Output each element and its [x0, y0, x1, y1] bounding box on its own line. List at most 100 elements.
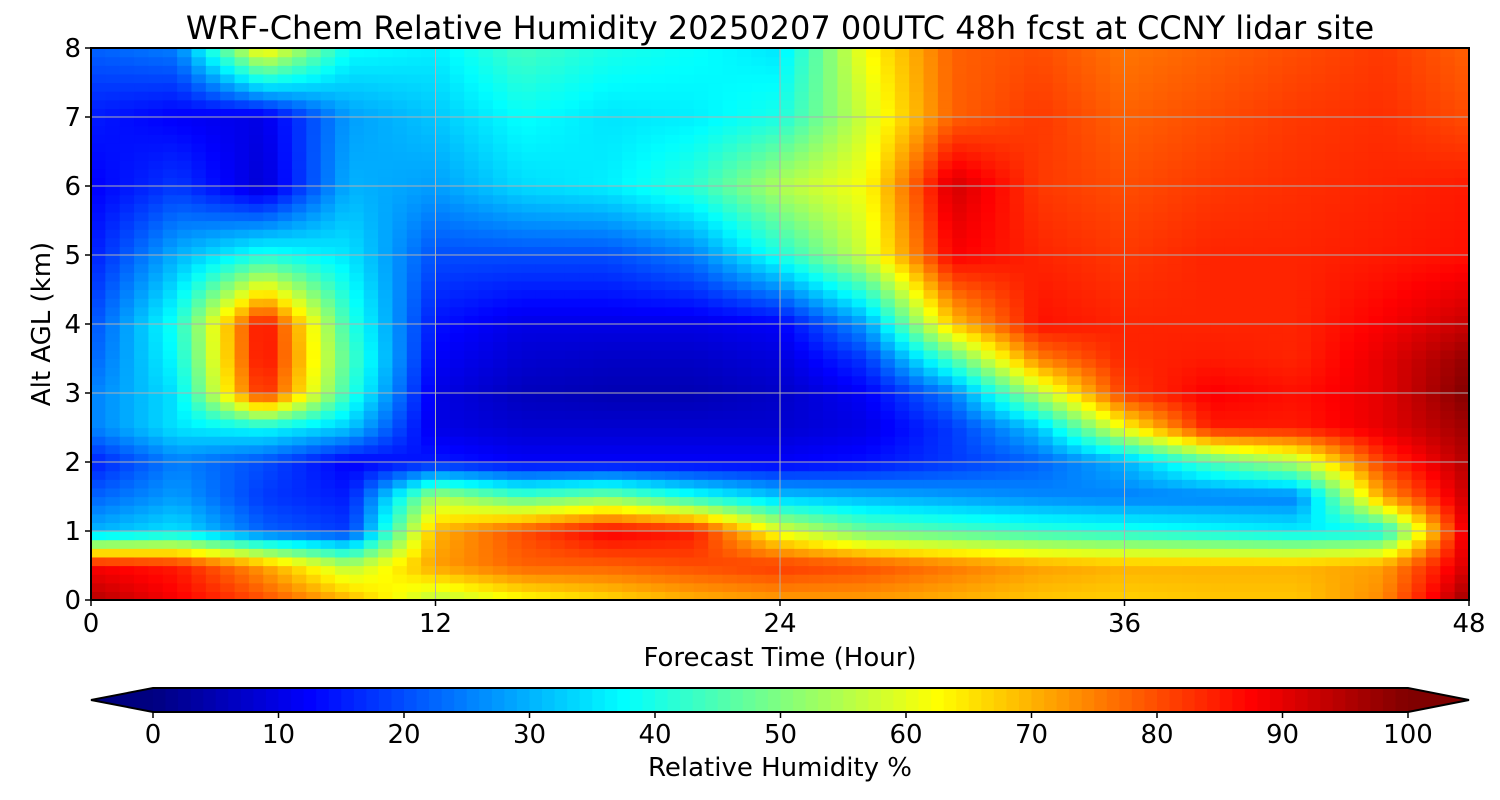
heatmap-cell — [105, 384, 121, 394]
heatmap-cell — [593, 513, 609, 523]
heatmap-cell — [134, 220, 150, 230]
heatmap-cell — [291, 211, 307, 222]
heatmap-cell — [335, 539, 350, 549]
heatmap-cell — [91, 306, 106, 316]
heatmap-cell — [521, 289, 537, 299]
heatmap-cell — [521, 298, 537, 308]
heatmap-cell — [291, 315, 307, 325]
heatmap-cell — [1167, 246, 1183, 256]
heatmap-cell — [880, 531, 896, 541]
heatmap-cell — [579, 177, 594, 187]
heatmap-cell — [177, 358, 193, 368]
heatmap-cell — [1153, 565, 1169, 575]
heatmap-cell — [1282, 177, 1298, 187]
heatmap-cell — [1454, 427, 1469, 437]
heatmap-cell — [177, 565, 193, 575]
heatmap-cell — [693, 375, 709, 385]
heatmap-cell — [162, 289, 178, 299]
heatmap-cell — [234, 194, 250, 204]
heatmap-cell — [1153, 306, 1169, 316]
heatmap-cell — [205, 487, 221, 498]
heatmap-cell — [435, 462, 451, 472]
heatmap-cell — [1354, 229, 1370, 239]
heatmap-cell — [923, 418, 939, 429]
heatmap-cell — [1110, 367, 1126, 377]
heatmap-cell — [823, 453, 839, 463]
heatmap-cell — [1440, 496, 1456, 506]
heatmap-cell — [607, 186, 623, 196]
heatmap-cell — [1110, 211, 1126, 222]
heatmap-cell — [335, 151, 350, 161]
heatmap-cell — [1110, 384, 1126, 394]
heatmap-cell — [880, 211, 896, 222]
heatmap-cell — [535, 349, 551, 360]
heatmap-cell — [607, 375, 623, 385]
heatmap-cell — [1440, 453, 1456, 463]
heatmap-cell — [263, 211, 279, 222]
heatmap-cell — [1397, 263, 1413, 273]
heatmap-cell — [1153, 384, 1169, 394]
heatmap-cell — [1382, 565, 1398, 575]
heatmap-cell — [1411, 556, 1427, 567]
heatmap-cell — [665, 229, 681, 239]
heatmap-cell — [650, 367, 666, 377]
heatmap-cell — [378, 556, 394, 567]
heatmap-cell — [607, 341, 623, 351]
heatmap-cell — [622, 591, 638, 600]
heatmap-cell — [507, 255, 523, 265]
heatmap-cell — [808, 513, 824, 523]
heatmap-cell — [406, 556, 422, 567]
heatmap-cell — [1382, 349, 1398, 360]
heatmap-cell — [794, 315, 810, 325]
heatmap-cell — [378, 263, 394, 273]
heatmap-cell — [449, 367, 465, 377]
heatmap-cell — [1224, 444, 1240, 454]
heatmap-cell — [966, 272, 982, 282]
heatmap-cell — [1296, 237, 1312, 247]
heatmap-cell — [449, 444, 465, 454]
heatmap-cell — [492, 246, 508, 256]
heatmap-cell — [794, 462, 810, 472]
heatmap-cell — [1425, 349, 1441, 360]
heatmap-cell — [349, 418, 365, 429]
heatmap-cell — [607, 384, 623, 394]
heatmap-cell — [693, 453, 709, 463]
heatmap-cell — [1296, 229, 1312, 239]
heatmap-cell — [722, 280, 738, 291]
heatmap-cell — [1425, 211, 1441, 222]
heatmap-cell — [1095, 186, 1111, 196]
heatmap-cell — [923, 358, 939, 368]
heatmap-cell — [535, 298, 551, 308]
heatmap-cell — [248, 324, 264, 334]
heatmap-cell — [1239, 211, 1255, 222]
heatmap-cell — [1110, 418, 1126, 429]
heatmap-cell — [464, 375, 480, 385]
heatmap-cell — [1397, 531, 1413, 541]
heatmap-cell — [780, 470, 795, 480]
heatmap-cell — [708, 272, 724, 282]
heatmap-cell — [1210, 237, 1226, 247]
heatmap-cell — [435, 220, 451, 230]
heatmap-cell — [794, 255, 810, 265]
heatmap-cell — [1411, 237, 1427, 247]
heatmap-cell — [880, 341, 896, 351]
heatmap-cell — [1196, 315, 1212, 325]
heatmap-cell — [736, 229, 752, 239]
heatmap-cell — [665, 255, 681, 265]
heatmap-cell — [823, 444, 839, 454]
heatmap-cell — [234, 306, 250, 316]
heatmap-cell — [1196, 211, 1212, 222]
heatmap-cell — [693, 315, 709, 325]
heatmap-cell — [449, 522, 465, 532]
heatmap-cell — [1138, 487, 1154, 498]
heatmap-cell — [593, 384, 609, 394]
heatmap-cell — [1095, 324, 1111, 334]
heatmap-cell — [507, 358, 523, 368]
heatmap-cell — [91, 479, 106, 489]
heatmap-cell — [708, 263, 724, 273]
heatmap-cell — [937, 410, 953, 420]
heatmap-cell — [291, 556, 307, 567]
heatmap-cell — [1325, 186, 1341, 196]
heatmap-cell — [1382, 237, 1398, 247]
heatmap-cell — [1454, 384, 1469, 394]
